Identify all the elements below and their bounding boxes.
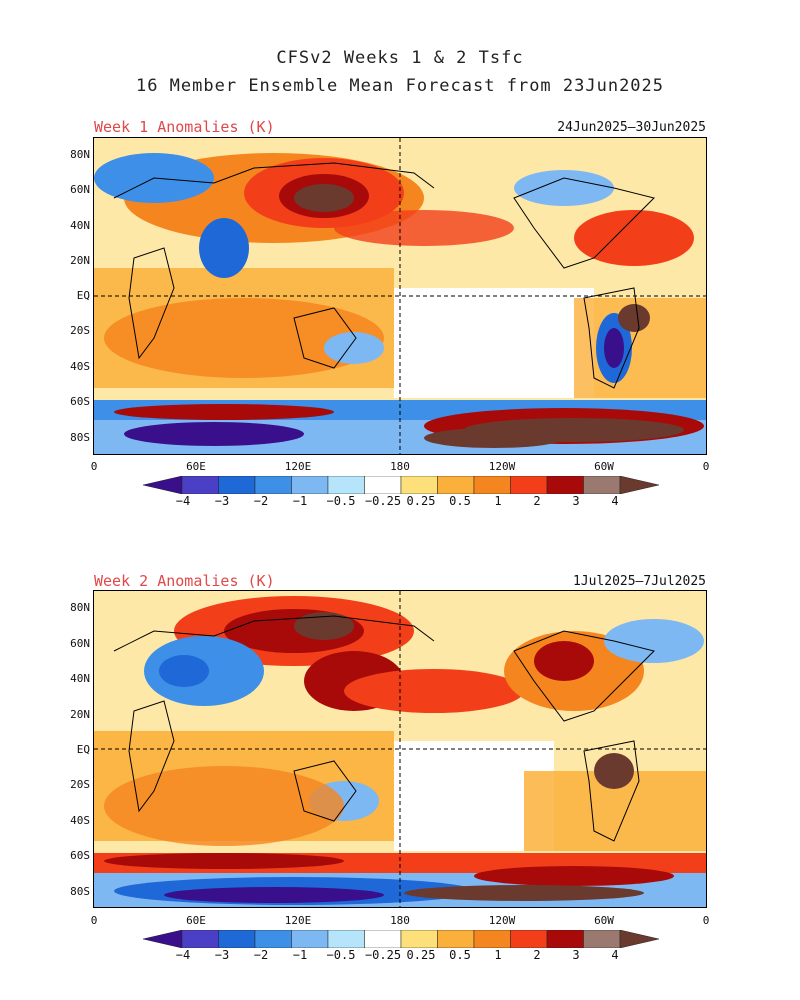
panel-2-colorbar: [143, 930, 659, 948]
colorbar-swatch: [254, 930, 292, 948]
colorbar-swatch: [510, 930, 548, 948]
panel-2-colorbar-label: 2: [533, 948, 541, 962]
panel-2-lon-label: 0: [702, 914, 710, 927]
colorbar-high-cap: [619, 476, 659, 494]
panel-2-lon-label: 60E: [186, 914, 206, 927]
panel-1-lat-label: EQ: [76, 289, 90, 302]
panel-2-lat-label: 60N: [70, 637, 90, 650]
figure-title-line-2: 16 Member Ensemble Mean Forecast from 23…: [135, 76, 665, 96]
colorbar-swatch: [400, 930, 438, 948]
colorbar-swatch: [437, 930, 475, 948]
panel-2-colorbar-label: 3: [572, 948, 580, 962]
colorbar-swatch: [583, 930, 621, 948]
panel-1-map: [93, 137, 707, 455]
panel-1-lon-label: 0: [90, 460, 98, 473]
panel-1-colorbar-label: −4: [175, 494, 191, 508]
panel-1-colorbar-label: −3: [214, 494, 230, 508]
panel-2-lat-label: 40S: [70, 814, 90, 827]
panel-2-colorbar-label: −0.25: [364, 948, 402, 962]
colorbar-swatch: [473, 476, 511, 494]
panel-2-lat-label: EQ: [76, 743, 90, 756]
colorbar-swatch: [218, 930, 256, 948]
panel-2-colorbar-label: −2: [253, 948, 269, 962]
panel-1-lon-label: 180: [390, 460, 410, 473]
panel-1-colorbar-label: 4: [611, 494, 619, 508]
panel-2-colorbar-label: 0.5: [449, 948, 471, 962]
panel-2-heading: Week 2 Anomalies (K): [94, 572, 275, 590]
panel-1-heading: Week 1 Anomalies (K): [94, 118, 275, 136]
figure-title-line-1: CFSv2 Weeks 1 & 2 Tsfc: [276, 48, 524, 68]
colorbar-swatch: [327, 476, 365, 494]
panel-2-colorbar-label: −0.5: [326, 948, 356, 962]
panel-1-lat-label: 20S: [70, 324, 90, 337]
panel-1-lat-label: 20N: [70, 254, 90, 267]
panel-2-lon-label: 0: [90, 914, 98, 927]
panel-2-lat-label: 80S: [70, 885, 90, 898]
panel-1-colorbar: [143, 476, 659, 494]
panel-2-colorbar-label: −4: [175, 948, 191, 962]
panel-2-lat-label: 60S: [70, 849, 90, 862]
colorbar-high-cap: [619, 930, 659, 948]
colorbar-swatch: [400, 476, 438, 494]
colorbar-swatch: [291, 930, 329, 948]
panel-1-colorbar-label: 3: [572, 494, 580, 508]
panel-1-lon-label: 120W: [488, 460, 516, 473]
colorbar-swatch: [181, 930, 219, 948]
colorbar-swatch: [510, 476, 548, 494]
panel-2-lat-label: 40N: [70, 672, 90, 685]
panel-1-lat-label: 60N: [70, 183, 90, 196]
panel-1-colorbar-label: −0.25: [364, 494, 402, 508]
panel-1-lat-label: 60S: [70, 395, 90, 408]
panel-1-colorbar-label: −0.5: [326, 494, 356, 508]
panel-2-lat-label: 80N: [70, 601, 90, 614]
panel-1-lat-label: 80S: [70, 431, 90, 444]
colorbar-swatch: [583, 476, 621, 494]
panel-1-lat-label: 40S: [70, 360, 90, 373]
colorbar-swatch: [327, 930, 365, 948]
colorbar-low-cap: [143, 930, 183, 948]
panel-2-map: [93, 590, 707, 908]
panel-2-colorbar-label: −1: [292, 948, 308, 962]
colorbar-swatch: [254, 476, 292, 494]
colorbar-swatch: [291, 476, 329, 494]
panel-1-colorbar-label: −1: [292, 494, 308, 508]
panel-2-colorbar-label: −3: [214, 948, 230, 962]
panel-1-colorbar-label: 2: [533, 494, 541, 508]
panel-2-lon-label: 60W: [594, 914, 614, 927]
panel-1-lon-label: 120E: [284, 460, 312, 473]
panel-1-lat-label: 40N: [70, 219, 90, 232]
panel-1-dates: 24Jun2025—30Jun2025: [557, 120, 706, 135]
panel-1-colorbar-label: 0.5: [449, 494, 471, 508]
colorbar-swatch: [437, 476, 475, 494]
panel-2-anomaly-field: [94, 591, 706, 907]
colorbar-swatch: [364, 476, 402, 494]
panel-2-colorbar-label: 0.25: [406, 948, 436, 962]
panel-2-lon-label: 180: [390, 914, 410, 927]
panel-2-colorbar-label: 1: [494, 948, 502, 962]
panel-1-colorbar-label: −2: [253, 494, 269, 508]
panel-2-lon-label: 120W: [488, 914, 516, 927]
panel-2-lon-label: 120E: [284, 914, 312, 927]
panel-1-lon-label: 60E: [186, 460, 206, 473]
panel-1-lon-label: 60W: [594, 460, 614, 473]
panel-2-lat-label: 20S: [70, 778, 90, 791]
panel-2-dates: 1Jul2025—7Jul2025: [572, 574, 706, 589]
panel-1-lon-label: 0: [702, 460, 710, 473]
panel-1-colorbar-label: 1: [494, 494, 502, 508]
panel-1-lat-label: 80N: [70, 148, 90, 161]
panel-1-anomaly-field: [94, 138, 706, 454]
colorbar-swatch: [546, 930, 584, 948]
colorbar-swatch: [364, 930, 402, 948]
colorbar-low-cap: [143, 476, 183, 494]
colorbar-swatch: [473, 930, 511, 948]
panel-2-colorbar-label: 4: [611, 948, 619, 962]
panel-2-lat-label: 20N: [70, 708, 90, 721]
colorbar-swatch: [546, 476, 584, 494]
colorbar-swatch: [181, 476, 219, 494]
panel-1-colorbar-label: 0.25: [406, 494, 436, 508]
colorbar-swatch: [218, 476, 256, 494]
